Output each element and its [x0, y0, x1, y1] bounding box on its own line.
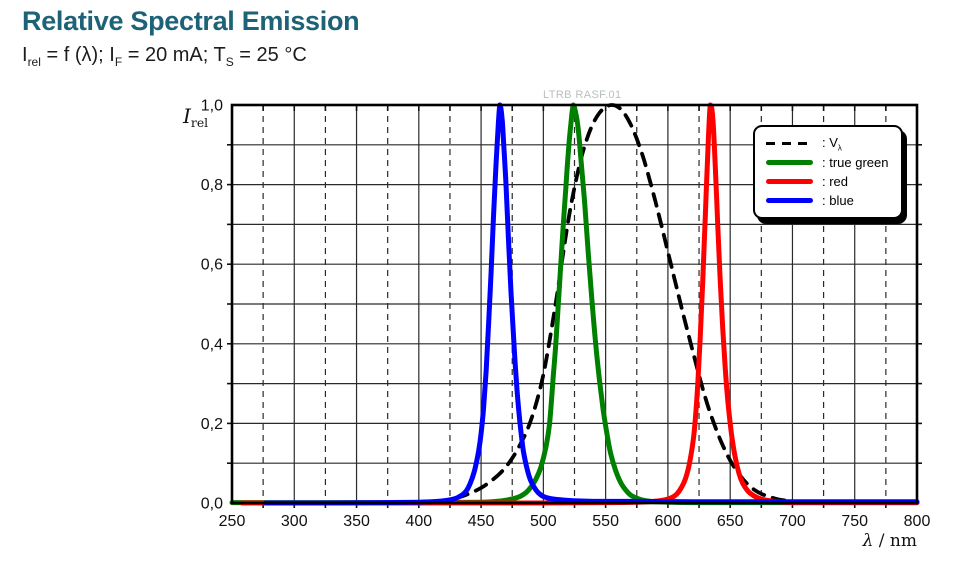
legend-swatch-true-green	[766, 160, 813, 165]
y-tick-label: 0,0	[201, 496, 223, 513]
chart-title: Relative Spectral Emission	[22, 6, 360, 36]
x-tick-label: 500	[530, 513, 557, 530]
series-curve-V-lambda	[454, 103, 795, 504]
x-tick-label: 350	[343, 513, 370, 530]
y-tick-label: 1,0	[201, 98, 223, 115]
x-tick-label: 800	[904, 513, 931, 530]
x-tick-label: 600	[655, 513, 682, 530]
x-tick-label: 400	[405, 513, 432, 530]
legend-swatch-V-lambda	[766, 141, 813, 146]
series-curve-blue	[263, 102, 920, 506]
x-tick-label: 700	[779, 513, 806, 530]
y-tick-label: 0,6	[201, 257, 223, 274]
x-tick-label: 650	[717, 513, 744, 530]
watermark: LTRB RASF.01	[543, 89, 622, 101]
chart-subtitle: Irel = f (λ); IF = 20 mA; TS = 25 °C	[22, 44, 307, 69]
x-axis-label: λ / nm	[862, 531, 917, 551]
legend-label: : Vλ	[822, 134, 842, 153]
legend-item-red: : red	[766, 172, 893, 191]
x-tick-label: 300	[281, 513, 308, 530]
plot-frame	[230, 103, 919, 505]
legend-item-true-green: : true green	[766, 153, 893, 172]
legend-swatch-blue	[766, 198, 813, 203]
legend-label: : red	[822, 174, 849, 189]
y-tick-label: 0,8	[201, 177, 223, 194]
x-tick-label: 550	[592, 513, 619, 530]
legend-label: : blue	[822, 193, 854, 208]
legend-item-V-lambda: : Vλ	[766, 134, 893, 153]
series-curve-true-green	[229, 102, 920, 506]
y-tick-label: 0,2	[201, 416, 223, 433]
x-tick-label: 750	[841, 513, 868, 530]
legend-item-blue: : blue	[766, 191, 893, 210]
y-tick-label: 0,4	[201, 336, 223, 353]
legend-label: : true green	[822, 155, 889, 170]
y-axis-label: Irel	[182, 104, 208, 130]
x-tick-label: 250	[219, 513, 246, 530]
legend-swatch-red	[766, 179, 813, 184]
x-tick-label: 450	[468, 513, 495, 530]
legend: : Vλ : true green : red : blue	[753, 125, 903, 219]
